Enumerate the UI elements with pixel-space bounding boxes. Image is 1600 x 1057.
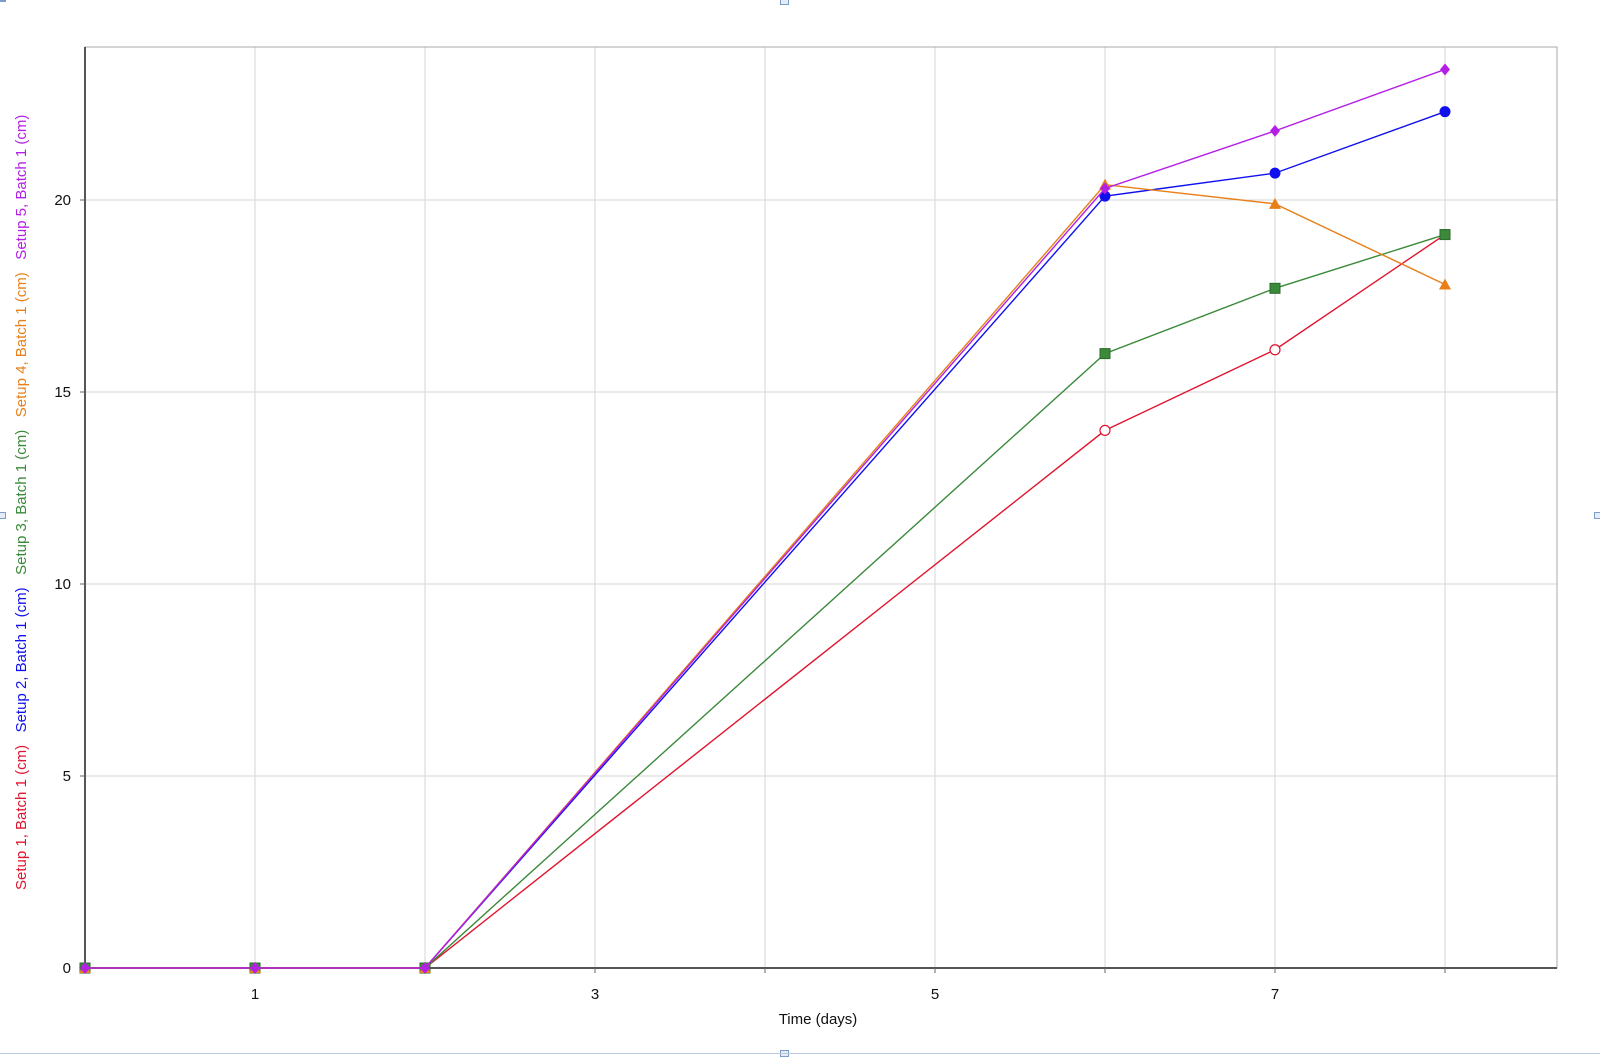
- y-tick-label: 0: [63, 960, 71, 977]
- grid-lines: [85, 47, 1557, 968]
- data-point[interactable]: [80, 962, 90, 974]
- data-point[interactable]: [420, 962, 430, 974]
- data-point[interactable]: [1269, 344, 1281, 356]
- data-point[interactable]: [1439, 229, 1451, 241]
- data-point[interactable]: [1100, 182, 1110, 195]
- x-tick-label: 7: [1271, 986, 1279, 1003]
- y-tick-label: 10: [54, 576, 71, 593]
- y-tick-label: 20: [54, 192, 71, 209]
- data-point[interactable]: [250, 962, 260, 974]
- y-axis-title-series-1: Setup 1, Batch 1 (cm): [13, 732, 30, 890]
- series-layer: [79, 63, 1451, 974]
- resize-handle-top[interactable]: [780, 0, 789, 5]
- y-axis-title-series-5: Setup 5, Batch 1 (cm): [13, 115, 30, 260]
- series-line: [85, 68, 1446, 969]
- y-tick-label: 5: [63, 768, 71, 785]
- data-point[interactable]: [1269, 197, 1281, 209]
- data-point[interactable]: [1440, 63, 1450, 76]
- plot-area: [85, 47, 1557, 968]
- frame-edge-top-left: [0, 0, 6, 2]
- y-axis-title-series-3: Setup 3, Batch 1 (cm): [13, 417, 30, 575]
- x-tick-label: 1: [251, 986, 259, 1003]
- data-point[interactable]: [1439, 106, 1451, 118]
- y-axis-titles: Setup 1, Batch 1 (cm) Setup 2, Batch 1 (…: [13, 115, 30, 890]
- y-axis-title-series-4: Setup 4, Batch 1 (cm): [13, 260, 30, 418]
- data-point[interactable]: [1099, 348, 1111, 360]
- data-point[interactable]: [1269, 282, 1281, 294]
- data-point[interactable]: [1269, 167, 1281, 179]
- data-point[interactable]: [1270, 124, 1280, 137]
- frame-edge-bottom: [0, 1053, 1600, 1054]
- x-tick-label: 3: [591, 986, 599, 1003]
- y-tick-label: 15: [54, 384, 71, 401]
- x-axis-title: Time (days): [779, 1011, 858, 1028]
- resize-handle-right[interactable]: [1594, 512, 1600, 519]
- data-point[interactable]: [1099, 424, 1111, 436]
- x-tick-label: 5: [931, 986, 939, 1003]
- resize-handle-left[interactable]: [0, 512, 6, 519]
- y-axis-title-group: Setup 1, Batch 1 (cm) Setup 2, Batch 1 (…: [13, 115, 30, 890]
- data-point[interactable]: [1439, 278, 1451, 290]
- y-axis-title-series-2: Setup 2, Batch 1 (cm): [13, 575, 30, 733]
- series-5: [80, 63, 1450, 974]
